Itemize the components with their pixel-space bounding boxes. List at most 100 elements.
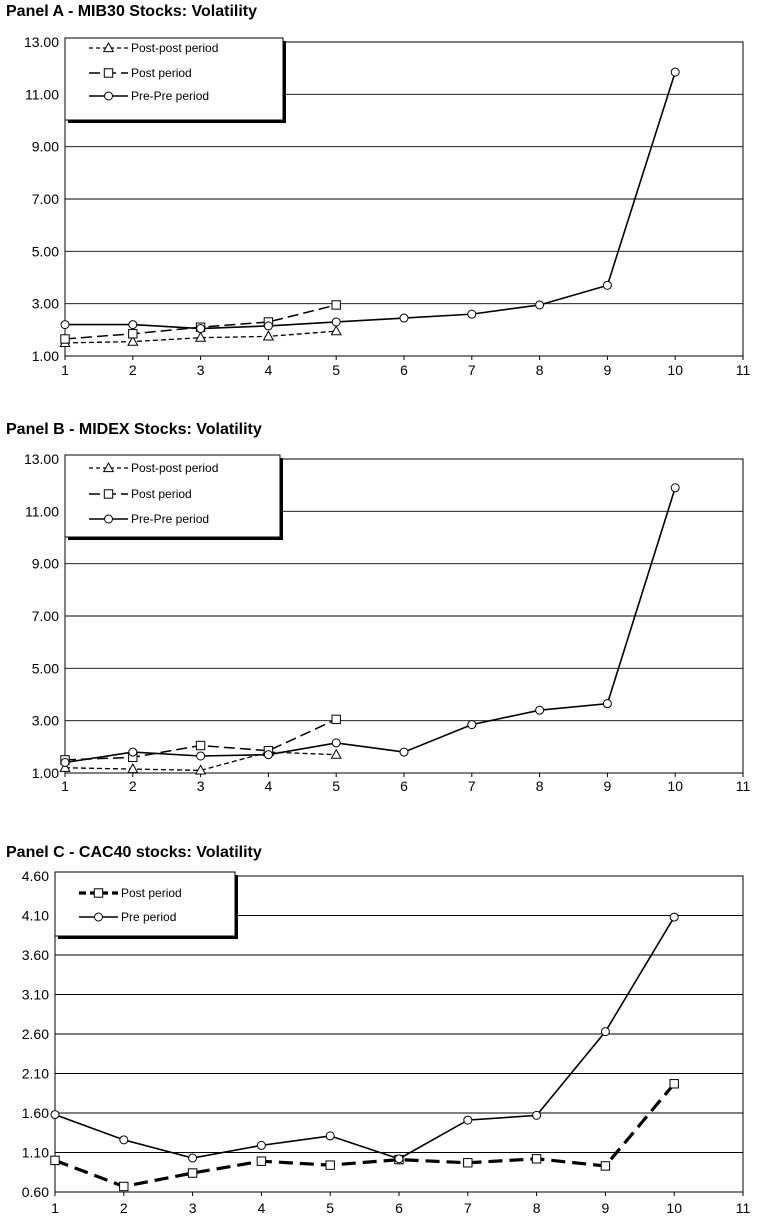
legend-label: Post period	[131, 487, 192, 501]
series-post-period	[50, 1079, 679, 1192]
x-tick-label: 8	[536, 362, 544, 378]
y-tick-label: 1.00	[32, 765, 59, 781]
data-point	[127, 335, 139, 346]
data-point	[128, 329, 138, 339]
legend-label: Post-post period	[131, 41, 218, 55]
data-point	[535, 705, 545, 715]
data-point	[669, 1079, 679, 1089]
x-tick-label: 7	[464, 1200, 472, 1216]
data-point	[60, 320, 70, 330]
y-tick-label: 5.00	[32, 660, 59, 676]
x-tick-label: 1	[61, 778, 69, 794]
data-point	[188, 1153, 198, 1163]
y-tick-label: 13.00	[24, 34, 59, 50]
data-point	[127, 763, 139, 774]
y-tick-label: 2.10	[22, 1066, 49, 1082]
panel-a: Panel A - MIB30 Stocks: Volatility 1.00 3…	[0, 0, 761, 380]
x-tick-label: 4	[265, 362, 273, 378]
series-line	[64, 751, 337, 772]
data-point	[330, 748, 342, 759]
data-point	[531, 1154, 542, 1164]
y-tick-label: 3.00	[32, 296, 59, 312]
series-line	[65, 71, 676, 330]
data-point	[669, 912, 679, 922]
legend-label: Post period	[131, 66, 192, 80]
data-point	[50, 1155, 60, 1166]
x-tick-label: 11	[736, 362, 751, 378]
data-point	[128, 320, 138, 330]
x-tick-label: 1	[61, 362, 69, 378]
data-point	[331, 300, 341, 310]
legend-marker	[103, 489, 114, 499]
data-point	[325, 1131, 335, 1141]
data-point	[467, 720, 477, 730]
y-tick-label: 0.60	[22, 1184, 49, 1200]
series-pre-pre-period	[60, 67, 680, 334]
legend: Post-post period Post period Pre-Pre perio…	[64, 37, 286, 123]
panel-a-title: Panel A - MIB30 Stocks: Volatility	[6, 3, 258, 20]
x-tick-label: 3	[197, 778, 205, 794]
x-tick-label: 9	[604, 778, 612, 794]
x-tick-label: 8	[536, 778, 544, 794]
legend-label: Post period	[121, 886, 182, 900]
legend-marker	[93, 888, 104, 898]
x-tick-label: 8	[533, 1200, 541, 1216]
data-point	[59, 761, 71, 772]
panel-b-chart: 1.00 3.00 5.00 7.00 9.00 11.00 13.00 1 2 3 4 5 6 7 8 9 1…	[24, 451, 751, 794]
data-point	[256, 1140, 266, 1150]
data-point	[670, 67, 680, 77]
panel-c: Panel C - CAC40 stocks: Volatility 0.60 1…	[0, 841, 761, 1223]
data-point	[194, 764, 207, 775]
data-point	[532, 1110, 542, 1120]
data-point	[600, 1027, 610, 1037]
data-point	[128, 747, 138, 757]
x-tick-label: 10	[666, 1200, 682, 1216]
legend-label: Pre-Pre period	[131, 512, 209, 526]
y-tick-label: 2.60	[22, 1026, 49, 1042]
x-tick-label: 9	[604, 362, 612, 378]
data-point	[399, 747, 409, 757]
x-tick-label: 3	[189, 1200, 197, 1216]
legend-label: Pre period	[121, 910, 176, 924]
data-point	[196, 324, 206, 334]
x-tick-label: 7	[468, 778, 476, 794]
data-point	[330, 325, 342, 336]
legend-marker	[102, 41, 115, 53]
x-tick-label: 6	[400, 362, 408, 378]
data-point	[331, 714, 341, 725]
y-tick-label: 3.10	[22, 987, 49, 1003]
data-point	[394, 1154, 404, 1164]
x-tick-label: 4	[265, 778, 273, 794]
y-tick-label: 3.00	[32, 713, 59, 729]
x-tick-label: 9	[602, 1200, 610, 1216]
x-tick-label: 5	[332, 778, 340, 794]
data-point	[670, 483, 680, 493]
data-point	[325, 1160, 335, 1170]
series-line	[54, 1082, 676, 1189]
x-tick-label: 7	[468, 362, 476, 378]
x-tick-label: 10	[667, 362, 683, 378]
y-tick-label: 1.00	[32, 348, 59, 364]
panel-b-title: Panel B - MIDEX Stocks: Volatility	[6, 421, 262, 438]
series-line	[64, 487, 676, 764]
legend-label: Pre-Pre period	[131, 89, 209, 103]
legend-marker	[103, 68, 114, 78]
legend-box	[54, 871, 236, 937]
data-point	[50, 1110, 60, 1120]
y-tick-label: 11.00	[25, 503, 59, 519]
legend-marker	[104, 91, 113, 101]
data-point	[263, 321, 273, 331]
series-pre-pre-period	[60, 483, 680, 768]
x-tick-label: 11	[736, 1200, 751, 1216]
legend-label: Post-post period	[131, 461, 218, 475]
data-point	[263, 750, 273, 760]
panel-b: Panel B - MIDEX Stocks: Volatility 1.00 3…	[0, 417, 761, 797]
data-point	[331, 317, 341, 327]
data-point	[399, 313, 409, 323]
y-tick-label: 9.00	[32, 556, 59, 572]
data-point	[119, 1181, 129, 1192]
legend: Post period Pre period	[54, 871, 238, 939]
data-point	[60, 758, 70, 768]
y-tick-label: 1.10	[22, 1145, 49, 1161]
y-tick-label: 11.00	[25, 86, 59, 102]
